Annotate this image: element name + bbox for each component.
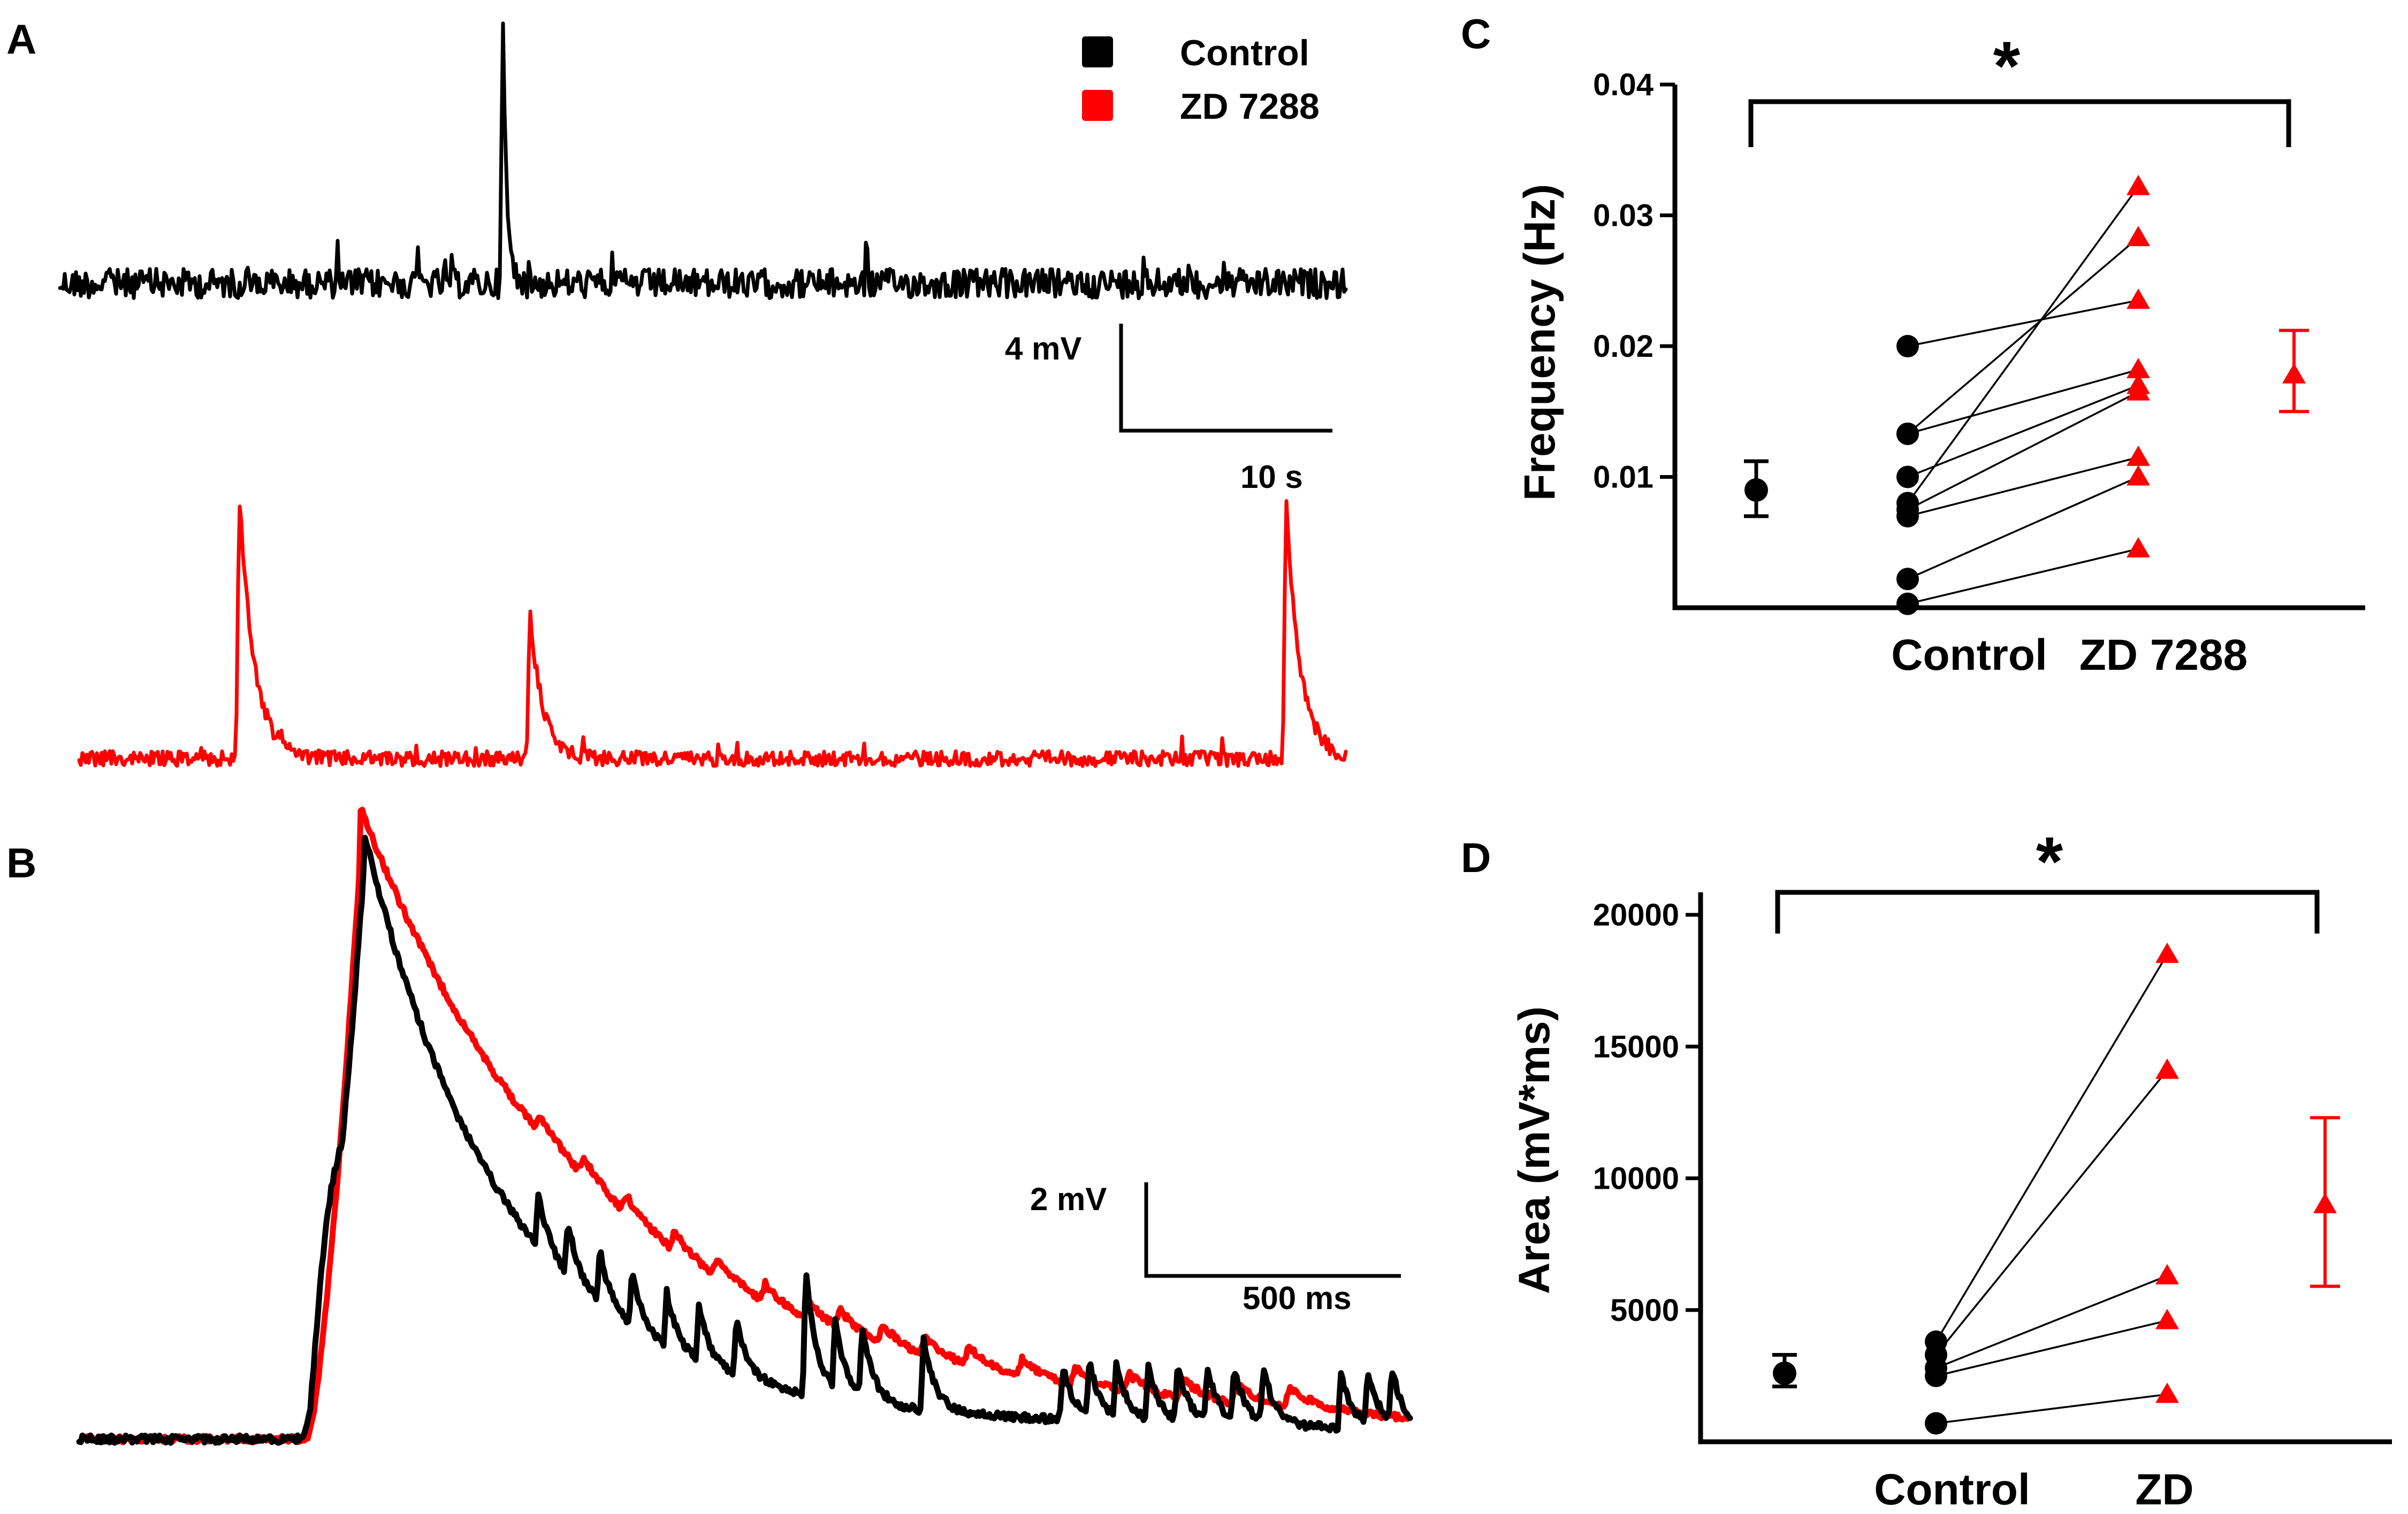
c-y-ticks — [1660, 82, 1675, 479]
c-pair-line-8 — [1907, 476, 2139, 580]
c-data-marks — [1744, 174, 2309, 615]
scale-bar-a: 4 mV 10 s — [1005, 324, 1332, 495]
trace-b-zd — [80, 807, 1412, 1446]
c-y-axis-label: Frequency (Hz) — [1515, 184, 1564, 501]
trace-a-zd — [77, 499, 1348, 768]
c-zd-point-3 — [2127, 358, 2150, 379]
d-pair-line-2 — [1935, 1069, 2168, 1356]
c-control-point-3 — [1896, 422, 1919, 445]
d-control-point-5 — [1925, 1412, 1947, 1435]
d-mean-control — [1773, 1361, 1796, 1385]
c-significance-bracket — [1748, 99, 2291, 147]
d-mean-zd — [2313, 1192, 2337, 1213]
c-zd-point-8 — [2127, 465, 2150, 486]
trace-b-control — [76, 835, 1413, 1446]
panel-label-d: D — [1461, 834, 1491, 881]
c-ytick-label-1: 0.01 — [1593, 460, 1653, 495]
panel-a-plot: 4 mV 10 s — [58, 21, 1348, 768]
c-zd-point-1 — [2127, 288, 2150, 309]
c-pair-line-3 — [1907, 369, 2139, 435]
d-ytick-label-3: 15000 — [1593, 1029, 1679, 1064]
d-significance-bracket — [1775, 890, 2320, 934]
c-control-point-8 — [1896, 568, 1919, 591]
scale-bar-b: 2 mV 500 ms — [1030, 1181, 1401, 1316]
d-y-axis-label: Area (mV*ms) — [1510, 1006, 1559, 1294]
d-ytick-label-2: 10000 — [1593, 1161, 1679, 1196]
c-summary-zd — [2279, 328, 2309, 414]
panel-c-chart: 0.01 0.02 0.03 0.04 Frequency (Hz) Contr… — [1515, 27, 2365, 679]
d-ytick-label-1: 5000 — [1610, 1293, 1679, 1328]
d-summary-control — [1772, 1352, 1797, 1389]
legend-swatch-zd — [1082, 90, 1113, 121]
d-zd-point-3 — [2155, 1264, 2179, 1284]
c-pair-line-4 — [1907, 384, 2139, 478]
d-category-zd: ZD — [2135, 1465, 2193, 1514]
c-significance-star: * — [1993, 27, 2021, 105]
panel-label-b: B — [6, 839, 36, 886]
d-zd-point-4 — [2155, 1309, 2179, 1329]
d-y-tick-labels: 5000 10000 15000 20000 — [1593, 898, 1679, 1328]
d-significance-star: * — [2036, 822, 2063, 900]
scale-bar-b-time-label: 500 ms — [1243, 1280, 1352, 1316]
legend: Control ZD 7288 — [1082, 33, 1320, 127]
d-zd-point-5 — [2155, 1382, 2179, 1403]
c-zd-point-6 — [2127, 380, 2150, 401]
c-mean-zd — [2282, 363, 2306, 384]
d-ytick-label-4: 20000 — [1593, 898, 1679, 932]
c-control-point-9 — [1896, 592, 1919, 615]
legend-label-control: Control — [1180, 33, 1309, 73]
c-ytick-label-2: 0.02 — [1593, 329, 1653, 364]
c-ytick-label-4: 0.04 — [1593, 67, 1653, 102]
d-pair-line-1 — [1935, 953, 2168, 1342]
panel-label-a: A — [6, 16, 36, 63]
c-zd-point-7 — [2127, 445, 2150, 466]
scale-bar-a-voltage-label: 4 mV — [1005, 331, 1081, 366]
c-pair-line-2 — [1907, 236, 2139, 435]
d-pair-line-4 — [1935, 1319, 2168, 1377]
c-summary-control — [1744, 459, 1769, 518]
c-zd-point-9 — [2127, 537, 2150, 557]
c-control-point-7 — [1896, 504, 1919, 527]
c-mean-control — [1744, 478, 1768, 502]
c-pair-line-7 — [1907, 456, 2139, 517]
panel-b-plot: 2 mV 500 ms — [76, 807, 1413, 1446]
c-zd-point-5 — [2127, 174, 2150, 195]
c-pair-line-1 — [1907, 299, 2139, 347]
d-control-point-4 — [1925, 1364, 1947, 1387]
d-summary-zd — [2310, 1116, 2340, 1288]
d-category-control: Control — [1874, 1465, 2030, 1514]
c-pair-line-9 — [1907, 548, 2139, 605]
c-category-zd: ZD 7288 — [2079, 631, 2248, 679]
panel-d-chart: 5000 10000 15000 20000 Area (mV*ms) Cont… — [1510, 822, 2392, 1514]
c-pair-line-5 — [1907, 186, 2139, 504]
c-control-point-1 — [1896, 335, 1919, 357]
d-pair-line-5 — [1935, 1393, 2168, 1425]
legend-label-zd: ZD 7288 — [1180, 86, 1320, 127]
scale-bar-a-lines — [1119, 324, 1332, 433]
d-pair-line-3 — [1935, 1275, 2168, 1369]
d-zd-point-1 — [2155, 942, 2179, 963]
c-axes — [1672, 85, 2365, 610]
c-zd-point-2 — [2127, 226, 2150, 247]
c-y-tick-labels: 0.01 0.02 0.03 0.04 — [1593, 67, 1653, 495]
trace-a-control — [58, 21, 1348, 300]
d-axes — [1698, 892, 2392, 1444]
scale-bar-b-voltage-label: 2 mV — [1030, 1181, 1107, 1217]
legend-swatch-control — [1082, 36, 1113, 67]
d-zd-point-2 — [2155, 1058, 2179, 1079]
scale-bar-b-lines — [1144, 1182, 1401, 1278]
c-ytick-label-3: 0.03 — [1593, 198, 1653, 233]
c-category-control: Control — [1891, 631, 2047, 679]
scale-bar-a-time-label: 10 s — [1240, 459, 1303, 495]
c-control-point-4 — [1896, 465, 1919, 488]
d-y-ticks — [1686, 913, 1701, 1312]
d-data-marks — [1772, 942, 2340, 1435]
c-pair-line-6 — [1907, 391, 2139, 511]
panel-label-c: C — [1461, 10, 1491, 57]
